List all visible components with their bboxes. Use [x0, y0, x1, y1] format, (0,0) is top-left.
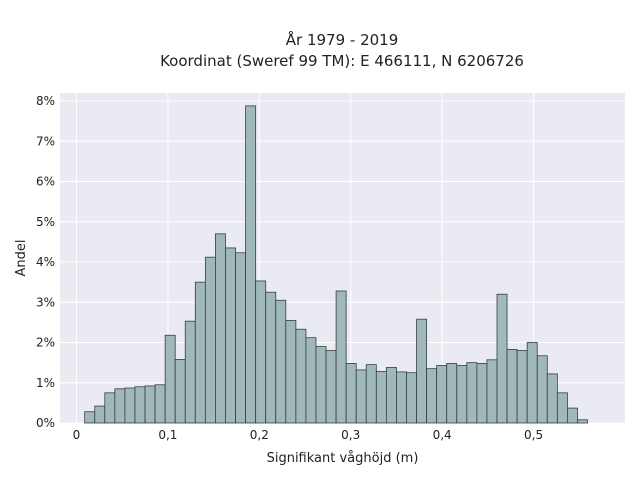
- chart-title-line2: Koordinat (Sweref 99 TM): E 466111, N 62…: [160, 52, 524, 70]
- histogram-bar-27: [355, 369, 367, 424]
- histogram-bar-13: [215, 233, 226, 424]
- histogram-bar-14: [225, 247, 236, 424]
- histogram-bar-36: [446, 363, 458, 424]
- histogram-bar-37: [456, 365, 468, 424]
- histogram-bar-12: [204, 256, 216, 424]
- histogram-bar-42: [506, 348, 518, 424]
- y-tick-label-1: 1%: [36, 376, 55, 390]
- histogram-bar-2: [104, 392, 116, 424]
- x-tick-label-1: 0,1: [158, 428, 177, 442]
- y-tick-label-8: 8%: [36, 94, 55, 108]
- x-tick-label-0: 0: [73, 428, 81, 442]
- y-tick-label-6: 6%: [36, 175, 55, 189]
- x-axis-ticks: 0 0,1 0,2 0,3 0,4 0,5: [73, 428, 543, 442]
- x-tick-label-2: 0,2: [250, 428, 269, 442]
- histogram-bar-24: [325, 350, 337, 424]
- y-tick-label-4: 4%: [36, 255, 55, 269]
- histogram-bar-23: [315, 346, 327, 424]
- histogram-bar-3: [114, 388, 126, 424]
- x-tick-label-4: 0,4: [433, 428, 452, 442]
- histogram-bar-39: [476, 363, 488, 424]
- histogram-bar-46: [546, 373, 558, 424]
- histogram-bar-38: [466, 362, 478, 424]
- histogram-bar-11: [194, 281, 206, 424]
- histogram-bar-41: [496, 293, 508, 424]
- histogram-bar-47: [556, 392, 568, 424]
- histogram-bar-15: [235, 252, 246, 424]
- histogram-bar-4: [124, 387, 136, 424]
- histogram-bar-18: [265, 291, 277, 424]
- histogram-bar-31: [396, 371, 407, 424]
- histogram-bar-48: [567, 407, 578, 424]
- histogram-bar-20: [285, 319, 297, 424]
- histogram-bar-49: [577, 419, 588, 424]
- histogram-bar-34: [426, 368, 438, 424]
- histogram-bar-9: [174, 359, 186, 424]
- histogram-bar-26: [345, 363, 357, 424]
- y-tick-label-5: 5%: [36, 215, 55, 229]
- histogram-bar-7: [154, 384, 166, 424]
- histogram-bar-21: [295, 328, 307, 424]
- histogram-bar-30: [385, 367, 397, 424]
- y-axis-label: Andel: [14, 240, 29, 277]
- histogram-bar-43: [516, 350, 528, 424]
- histogram-bar-40: [486, 359, 498, 424]
- y-axis-ticks: 0% 1% 2% 3% 4% 5% 6% 7% 8%: [36, 94, 55, 430]
- histogram-bar-28: [365, 364, 377, 424]
- histogram-bars: [84, 105, 588, 424]
- histogram-bar-19: [275, 299, 287, 424]
- histogram-bar-29: [375, 371, 387, 424]
- chart-title-line1: År 1979 - 2019: [286, 30, 399, 49]
- histogram-bar-33: [416, 318, 428, 424]
- x-axis-label: Signifikant våghöjd (m): [267, 451, 419, 466]
- histogram-bar-32: [406, 372, 417, 424]
- histogram-bar-6: [144, 385, 156, 424]
- histogram-bar-0: [84, 411, 96, 424]
- y-tick-label-3: 3%: [36, 295, 55, 309]
- histogram-bar-8: [164, 334, 176, 424]
- histogram-bar-10: [184, 320, 196, 424]
- histogram-bar-45: [536, 355, 548, 424]
- x-tick-label-5: 0,5: [524, 428, 543, 442]
- histogram-bar-35: [436, 365, 448, 424]
- x-tick-label-3: 0,3: [341, 428, 360, 442]
- y-tick-label-7: 7%: [36, 134, 55, 148]
- histogram-bar-16: [245, 105, 257, 424]
- histogram-bar-17: [255, 280, 267, 424]
- histogram-bar-25: [335, 290, 347, 424]
- y-tick-label-2: 2%: [36, 336, 55, 350]
- histogram-bar-5: [134, 386, 146, 424]
- histogram-bar-1: [94, 405, 106, 424]
- histogram-bar-44: [526, 342, 538, 424]
- histogram-bar-22: [305, 337, 317, 424]
- y-tick-label-0: 0%: [36, 416, 55, 430]
